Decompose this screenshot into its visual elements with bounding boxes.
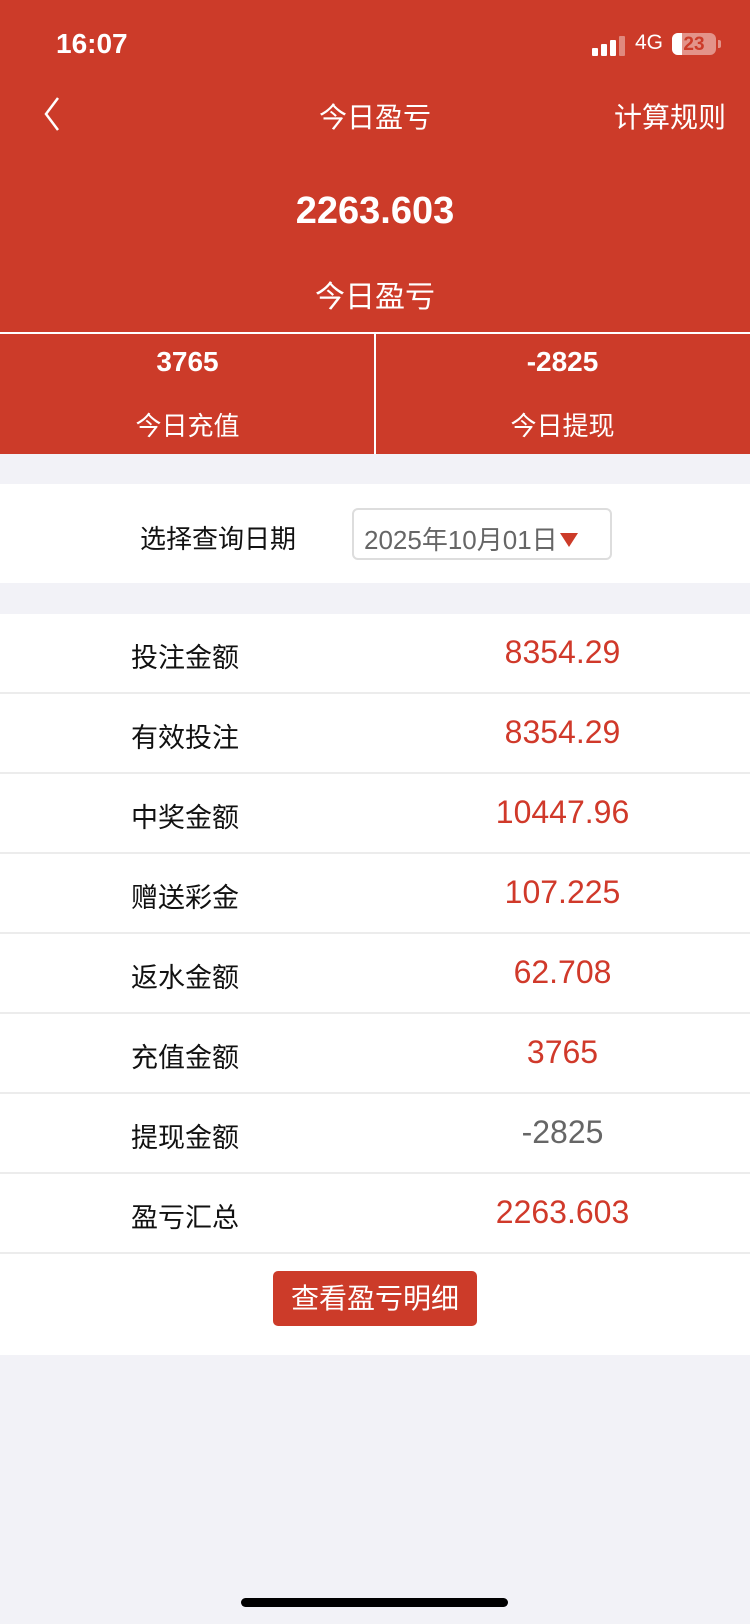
list-item: 投注金额 8354.29 [0,614,750,694]
battery-icon: 23 [672,33,716,55]
back-button[interactable] [38,94,68,134]
date-query-label: 选择查询日期 [140,524,297,554]
row-value: 10447.96 [495,794,630,830]
list-item: 充值金额 3765 [0,1014,750,1094]
divider [0,332,750,334]
row-value: -2825 [521,1114,604,1150]
home-indicator[interactable] [241,1598,508,1607]
header: 16:07 4G 23 今日盈亏 计算规则 2263.603 今日盈亏 3765… [0,0,750,454]
list-item: 盈亏汇总 2263.603 [0,1174,750,1254]
list-item: 赠送彩金 107.225 [0,854,750,934]
row-label: 盈亏汇总 [131,1203,239,1233]
row-value: 62.708 [513,954,612,990]
view-profit-detail-button[interactable]: 查看盈亏明细 [273,1271,477,1326]
row-value: 2263.603 [495,1194,630,1230]
row-value: 8354.29 [504,634,621,670]
list-item: 有效投注 8354.29 [0,694,750,774]
today-withdraw-label: 今日提现 [510,411,615,441]
row-label: 中奖金额 [131,803,239,833]
calculation-rules-link[interactable]: 计算规则 [613,102,726,133]
list-item: 中奖金额 10447.96 [0,774,750,854]
list-item: 提现金额 -2825 [0,1094,750,1174]
profit-detail-list: 投注金额 8354.29 有效投注 8354.29 中奖金额 10447.96 赠送彩… [0,614,750,1355]
page-title: 今日盈亏 [318,102,431,133]
row-label: 有效投注 [131,723,239,753]
divider [374,334,376,454]
date-select[interactable]: 2025年10月01日 [352,508,612,560]
today-profit-amount: 2263.603 [295,190,455,232]
network-type: 4G [635,31,664,54]
today-profit-label: 今日盈亏 [315,281,435,314]
row-label: 投注金额 [131,643,239,673]
row-label: 赠送彩金 [131,883,239,913]
today-withdraw-value: -2825 [526,346,599,377]
row-label: 充值金额 [131,1043,239,1073]
row-label: 返水金额 [131,963,239,993]
chevron-left-icon [44,97,59,131]
date-query-section: 选择查询日期 2025年10月01日 [0,484,750,583]
row-value: 3765 [526,1034,599,1070]
date-select-value: 2025年10月01日 [364,525,558,555]
today-deposit-value: 3765 [156,346,219,377]
battery-level: 23 [683,34,705,55]
row-value: 8354.29 [504,714,621,750]
dropdown-triangle-icon [559,533,578,547]
battery-nub [718,40,721,48]
signal-icon [592,36,625,56]
row-label: 提现金额 [131,1123,239,1153]
row-value: 107.225 [504,874,621,910]
list-item: 返水金额 62.708 [0,934,750,1014]
button-row: 查看盈亏明细 [0,1254,750,1355]
status-time: 16:07 [56,28,128,59]
today-deposit-label: 今日充值 [135,411,240,441]
